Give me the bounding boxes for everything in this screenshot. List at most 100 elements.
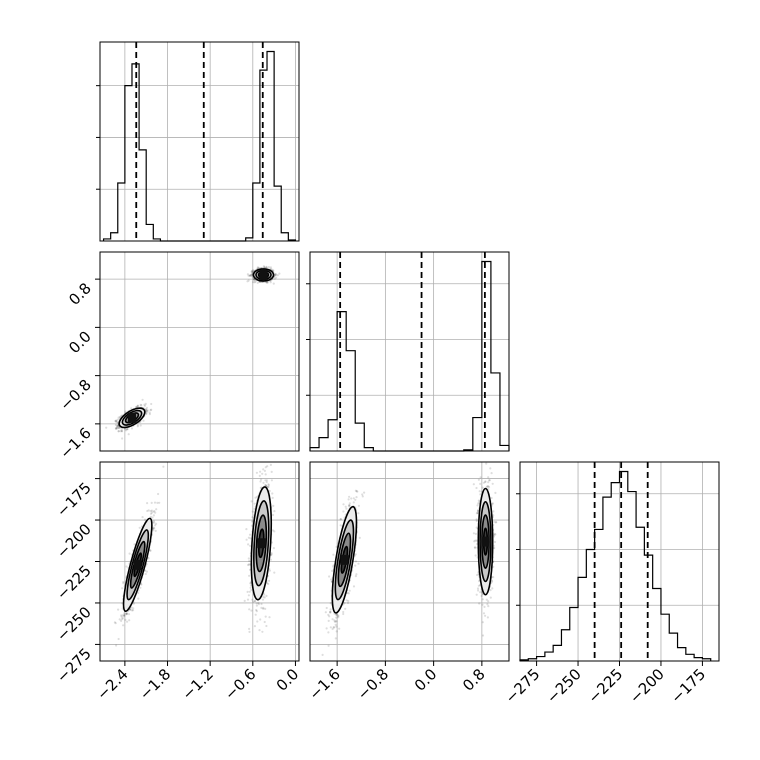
sample-point [482,612,486,615]
sample-point [141,516,144,519]
sample-point [117,418,120,421]
sample-point [153,527,156,530]
sample-point [257,603,260,606]
sample-point [264,484,267,487]
sample-point [355,496,358,499]
sample-point [250,270,253,274]
sample-point [143,518,147,521]
sample-point [344,505,347,508]
sample-point [150,402,153,406]
sample-point [270,470,273,473]
sample-point [247,594,250,597]
sample-point [118,618,121,621]
density-peak [257,538,266,549]
sample-point [258,280,261,283]
sample-point [115,421,118,424]
sample-point [354,560,357,563]
sample-point [354,575,357,578]
sample-point [265,594,268,598]
sample-point [355,490,358,493]
sample-point [263,620,266,624]
sample-point [259,618,262,621]
sample-point [490,472,493,475]
sample-point [335,613,338,616]
sample-point [246,273,249,276]
sample-point [114,622,117,625]
sample-point [352,501,355,504]
sample-point [333,626,336,629]
sample-point [252,281,255,284]
sample-point [264,607,267,611]
sample-point [328,575,331,578]
sample-point [350,497,353,500]
sample-point [153,521,156,524]
sample-point [137,591,140,595]
sample-point [345,507,348,510]
panel-frame [309,251,510,452]
sample-point [130,427,134,430]
sample-point [121,617,124,620]
sample-point [352,497,355,500]
sample-point [348,502,351,505]
sample-point [264,479,267,482]
sample-point [137,597,140,600]
sample-point [262,607,265,610]
sample-point [479,482,482,485]
sample-point [131,609,134,612]
sample-point [266,465,269,468]
sample-point [347,599,350,603]
sample-point [124,618,127,622]
sample-point [251,516,254,519]
sample-point [250,524,254,527]
sample-point [253,502,256,505]
sample-point [246,280,249,283]
sample-point [268,569,271,572]
sample-point [117,608,120,611]
sample-point [264,484,267,487]
sample-point [276,274,279,277]
sample-point [275,273,278,277]
sample-point [263,469,266,472]
sample-point [145,409,148,412]
sample-point [348,589,351,592]
sample-point [269,463,272,466]
sample-point [120,430,124,433]
sample-point [270,553,273,556]
sample-point [260,602,263,606]
sample-point [347,592,350,595]
sample-point [147,557,150,560]
sample-point [115,644,118,647]
sample-point [327,631,330,634]
sample-point [335,616,338,619]
sample-point [146,409,149,412]
sample-point [253,281,256,284]
sample-point [126,428,129,431]
sample-point [264,473,267,476]
sample-point [247,279,250,282]
sample-point [253,625,256,628]
sample-point [250,270,253,273]
sample-point [136,404,140,407]
sample-point [150,501,153,504]
sample-point [267,485,270,488]
sample-point [256,620,259,623]
sample-point [247,543,250,546]
sample-point [252,278,255,281]
sample-point [253,599,256,603]
sample-point [491,587,494,590]
sample-point [492,514,495,517]
sample-point [150,408,153,411]
sample-point [120,618,124,621]
sample-point [354,564,357,567]
sample-point [325,627,328,630]
sample-point [150,511,153,514]
sample-point [491,502,494,505]
sample-point [149,409,152,412]
sample-point [259,480,262,483]
sample-point [254,496,257,499]
sample-point [263,596,266,599]
sample-point [251,510,254,513]
sample-point [271,492,274,495]
cluster-0 [113,465,165,647]
sample-point [132,607,135,610]
